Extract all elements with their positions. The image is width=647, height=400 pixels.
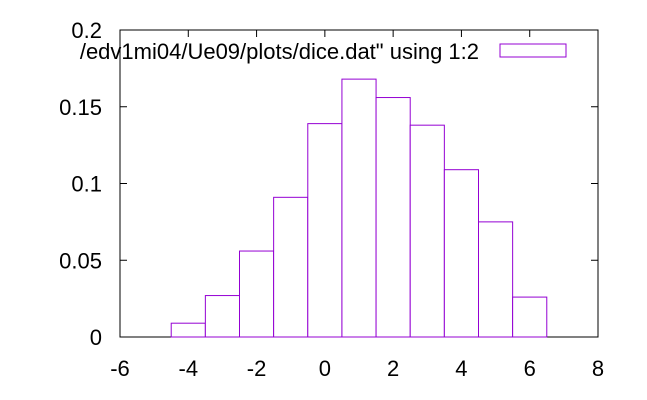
bar [443,169,479,338]
x-tick-label: -4 [179,356,199,381]
x-tick-label: 0 [319,356,331,381]
x-tick-label: 4 [455,356,467,381]
bar [307,123,343,338]
bar [409,124,445,338]
y-tick-label: 0 [90,325,102,350]
y-tick-label: 0.05 [59,248,102,273]
y-tick-label: 0.15 [59,95,102,120]
bar [239,250,275,338]
y-tick-label: 0.1 [71,172,102,197]
bar [273,196,309,338]
bar [375,97,411,338]
x-tick-label: -2 [247,356,267,381]
bars [170,78,548,338]
x-tick-labels: -6 -4 -2 0 2 4 6 8 [110,356,604,381]
bar [512,296,548,338]
y-tick-label: 0.2 [71,18,102,43]
x-tick-label: 8 [592,356,604,381]
bar [170,322,206,338]
legend: /edv1mi04/Ue09/plots/dice.dat" using 1:2 [80,39,567,64]
bar [341,78,377,338]
legend-swatch [499,43,567,58]
x-tick-label: -6 [110,356,130,381]
bar [204,295,240,338]
legend-label: /edv1mi04/Ue09/plots/dice.dat" using 1:2 [80,39,479,64]
x-tick-label: 2 [387,356,399,381]
x-tick-label: 6 [524,356,536,381]
bar [478,221,514,338]
y-tick-labels: 0 0.05 0.1 0.15 0.2 [59,18,102,350]
